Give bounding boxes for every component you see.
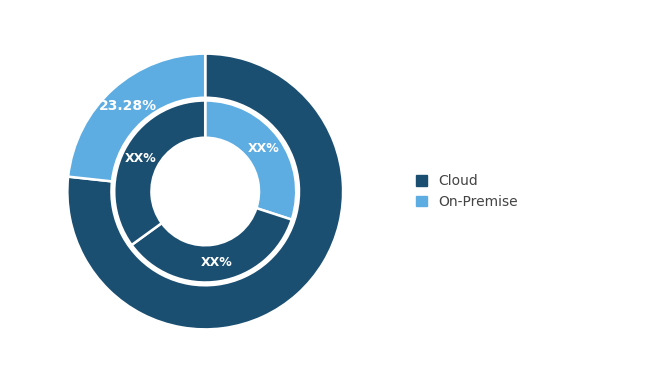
Text: XX%: XX% bbox=[201, 257, 232, 270]
Wedge shape bbox=[68, 54, 343, 329]
Wedge shape bbox=[132, 208, 292, 283]
Wedge shape bbox=[205, 100, 296, 219]
Wedge shape bbox=[115, 100, 205, 245]
Text: XX%: XX% bbox=[125, 152, 157, 165]
Wedge shape bbox=[68, 54, 205, 182]
Text: 23.28%: 23.28% bbox=[99, 99, 158, 113]
Legend: Cloud, On-Premise: Cloud, On-Premise bbox=[412, 170, 522, 213]
Text: XX%: XX% bbox=[248, 142, 279, 155]
